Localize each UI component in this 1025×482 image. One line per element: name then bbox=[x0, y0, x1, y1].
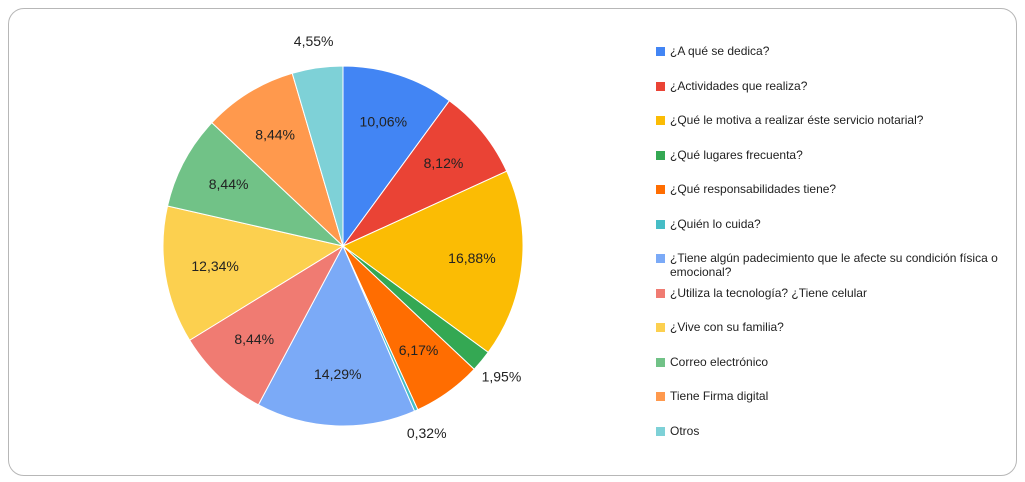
data-label: 0,32% bbox=[407, 425, 447, 441]
chart-frame bbox=[8, 8, 1017, 476]
legend-label: ¿Utiliza la tecnología? ¿Tiene celular bbox=[670, 285, 867, 300]
legend-item: ¿Tiene algún padecimiento que le afecte … bbox=[656, 251, 1016, 286]
legend-swatch bbox=[656, 357, 665, 367]
legend-label: ¿A qué se dedica? bbox=[670, 44, 770, 58]
legend-label: ¿Vive con su familia? bbox=[670, 320, 784, 334]
data-label: 6,17% bbox=[399, 342, 439, 358]
legend-swatch bbox=[656, 81, 665, 91]
data-label: 10,06% bbox=[360, 114, 407, 130]
legend-item: Otros bbox=[656, 424, 1016, 459]
legend-swatch bbox=[656, 254, 665, 263]
legend-swatch bbox=[656, 47, 665, 56]
legend-swatch bbox=[656, 116, 665, 125]
legend-label: ¿Quién lo cuida? bbox=[670, 216, 761, 231]
data-label: 8,44% bbox=[255, 126, 295, 142]
data-label: 1,95% bbox=[482, 368, 522, 384]
legend-swatch bbox=[656, 288, 665, 298]
legend-item: ¿Qué le motiva a realizar éste servicio … bbox=[656, 113, 1016, 148]
legend-item: ¿Qué lugares frecuenta? bbox=[656, 148, 1016, 183]
legend-swatch bbox=[656, 426, 665, 436]
legend-label: Correo electrónico bbox=[670, 354, 769, 369]
legend-swatch bbox=[656, 323, 665, 332]
data-label: 4,55% bbox=[294, 33, 334, 49]
pie-slice bbox=[188, 244, 345, 406]
data-label: 8,12% bbox=[424, 155, 464, 171]
data-label: 16,88% bbox=[448, 250, 495, 266]
legend-swatch bbox=[656, 150, 665, 160]
pie-slice bbox=[342, 170, 524, 354]
pie-slice bbox=[166, 121, 345, 247]
legend-item: ¿Actividades que realiza? bbox=[656, 79, 1016, 114]
legend-label: ¿Actividades que realiza? bbox=[670, 78, 808, 93]
legend-label: ¿Qué lugares frecuenta? bbox=[670, 147, 803, 162]
legend-label: Otros bbox=[670, 423, 700, 438]
data-label: 8,44% bbox=[234, 331, 274, 347]
legend-item: ¿Quién lo cuida? bbox=[656, 217, 1016, 252]
legend-swatch bbox=[656, 392, 665, 401]
legend-item: ¿A qué se dedica? bbox=[656, 44, 1016, 79]
pie-slice bbox=[341, 100, 508, 248]
legend-label: ¿Qué responsabilidades tiene? bbox=[670, 182, 837, 196]
pie-slice bbox=[257, 244, 416, 427]
legend-item: Correo electrónico bbox=[656, 355, 1016, 390]
legend-label: ¿Qué le motiva a realizar éste servicio … bbox=[670, 113, 924, 127]
legend-label: Tiene Firma digital bbox=[670, 389, 769, 403]
pie-slice bbox=[291, 65, 344, 247]
legend-swatch bbox=[656, 219, 665, 229]
legend-label: ¿Tiene algún padecimiento que le afecte … bbox=[670, 251, 998, 279]
legend: ¿A qué se dedica? ¿Actividades que realiz… bbox=[656, 44, 1016, 458]
legend-item: ¿Qué responsabilidades tiene? bbox=[656, 182, 1016, 217]
data-label: 8,44% bbox=[209, 176, 249, 192]
pie-slice bbox=[342, 65, 451, 248]
data-label: 14,29% bbox=[314, 366, 361, 382]
data-label: 12,34% bbox=[191, 258, 238, 274]
legend-item: ¿Vive con su familia? bbox=[656, 320, 1016, 355]
legend-item: Tiene Firma digital bbox=[656, 389, 1016, 424]
legend-item: ¿Utiliza la tecnología? ¿Tiene celular bbox=[656, 286, 1016, 321]
pie-slice bbox=[162, 205, 345, 341]
pie-slice bbox=[211, 72, 344, 248]
legend-swatch bbox=[656, 185, 665, 194]
